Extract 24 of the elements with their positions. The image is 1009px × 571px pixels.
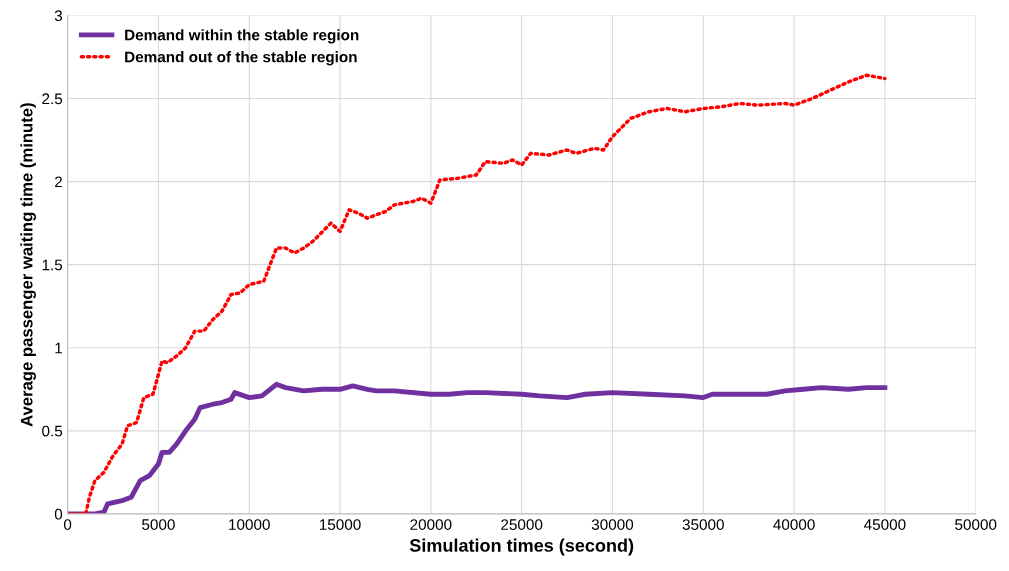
x-tick-label: 35000 — [682, 519, 724, 530]
legend-label: Demand within the stable region — [125, 29, 359, 44]
x-tick-label: 5000 — [142, 519, 175, 530]
y-tick-label: 3 — [54, 10, 63, 22]
x-tick-label: 20000 — [410, 519, 452, 530]
legend-label: Demand out of the stable region — [125, 51, 357, 66]
y-tick-label: 0 — [54, 508, 63, 520]
x-tick-label: 50000 — [955, 519, 997, 530]
y-tick-label: 1.5 — [42, 259, 63, 271]
y-tick-label: 1 — [55, 342, 62, 354]
x-tick-label: 0 — [63, 519, 72, 530]
x-tick-label: 10000 — [229, 519, 270, 530]
line-series — [67, 381, 888, 514]
x-tick-label: 30000 — [591, 519, 634, 530]
line-series — [67, 73, 887, 514]
y-tick-label: 2 — [55, 176, 62, 188]
y-tick-label: 2.5 — [42, 93, 63, 105]
x-tick-label: 45000 — [864, 519, 906, 530]
x-tick-label: 15000 — [319, 519, 361, 530]
y-axis-title: Average passenger waiting time (minute) — [20, 103, 36, 427]
x-tick-label: 25000 — [501, 519, 543, 530]
x-axis-title: Simulation times (second) — [409, 538, 634, 556]
y-tick-label: 0.5 — [42, 425, 63, 437]
x-tick-label: 40000 — [773, 519, 815, 530]
